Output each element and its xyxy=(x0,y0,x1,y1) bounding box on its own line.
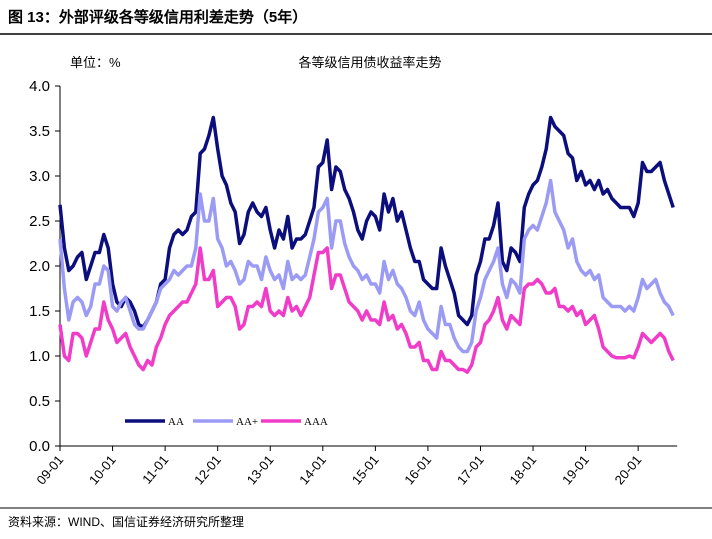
y-tick-label: 0.0 xyxy=(29,438,50,455)
series-line xyxy=(58,246,675,374)
y-tick-label: 2.5 xyxy=(29,213,50,230)
x-tick-label: 14-01 xyxy=(296,452,329,487)
series-line xyxy=(58,178,675,354)
unit-label: 单位：% xyxy=(70,55,121,70)
y-tick-label: 3.0 xyxy=(29,168,50,185)
y-tick-label: 2.0 xyxy=(29,258,50,275)
x-tick-label: 15-01 xyxy=(349,452,382,487)
legend-label: AA+ xyxy=(236,416,258,428)
legend-label: AAA xyxy=(304,416,328,428)
legend-label: AA xyxy=(168,416,184,428)
x-tick-label: 09-01 xyxy=(33,452,66,487)
series-line xyxy=(58,115,675,329)
x-tick-label: 19-01 xyxy=(559,452,592,487)
x-tick-label: 20-01 xyxy=(612,452,645,487)
x-tick-label: 18-01 xyxy=(506,452,539,487)
x-tick-label: 12-01 xyxy=(191,452,224,487)
y-tick-label: 0.5 xyxy=(29,393,50,410)
y-tick-label: 3.5 xyxy=(29,123,50,140)
y-tick-label: 1.5 xyxy=(29,303,50,320)
x-tick-label: 16-01 xyxy=(401,452,434,487)
figure-title: 图 13：外部评级各等级信用利差走势（5年） xyxy=(8,8,307,26)
y-tick-label: 1.0 xyxy=(29,348,50,365)
y-tick-label: 4.0 xyxy=(29,78,50,95)
x-tick-label: 13-01 xyxy=(244,452,277,487)
x-tick-label: 10-01 xyxy=(86,452,119,487)
chart-title: 各等级信用债收益率走势 xyxy=(298,55,441,70)
x-tick-label: 17-01 xyxy=(454,452,487,487)
source: 资料来源：WIND、国信证券经济研究所整理 xyxy=(8,514,244,529)
x-tick-label: 11-01 xyxy=(139,452,171,486)
